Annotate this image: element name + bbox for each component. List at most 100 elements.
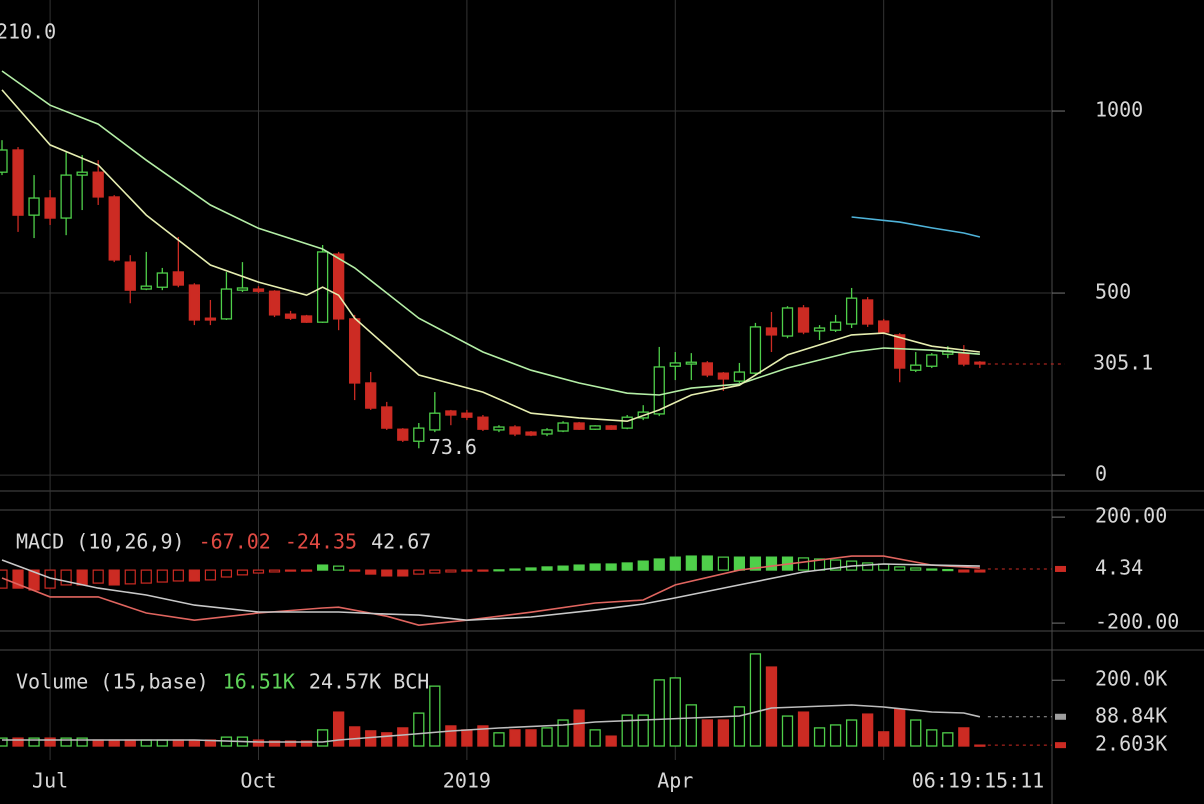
candle-body <box>605 425 617 430</box>
y-tick-label: 1000 <box>1095 98 1143 122</box>
last-value-label: 88.84K <box>1095 703 1167 727</box>
candle-body <box>509 426 521 435</box>
candle-body <box>525 431 537 436</box>
volume-bar <box>332 711 345 747</box>
volume-bar <box>878 731 890 747</box>
macd-histogram-bar <box>333 565 345 571</box>
volume-bar <box>845 719 858 747</box>
volume-bar <box>28 737 40 747</box>
macd-histogram-bar <box>541 566 553 571</box>
candle-body <box>653 366 665 415</box>
macd-histogram-bar <box>669 556 681 571</box>
candle-body <box>829 321 842 331</box>
candle-body <box>733 371 746 382</box>
macd-histogram-bar <box>653 558 665 571</box>
macd-histogram-bar <box>156 569 168 583</box>
volume-bar <box>349 726 361 747</box>
candle-body <box>381 406 393 429</box>
macd-histogram-bar <box>268 569 281 573</box>
candle-body <box>252 288 265 292</box>
volume-bar <box>765 666 778 747</box>
last-price-label: 305.1 <box>1093 351 1153 375</box>
candle-body <box>573 422 585 430</box>
volume-bar <box>701 719 713 747</box>
macd-histogram-bar <box>557 565 569 571</box>
macd-histogram-bar <box>974 569 986 573</box>
candle-body <box>845 297 858 325</box>
macd-histogram-bar <box>797 557 810 571</box>
macd-histogram-bar <box>685 555 697 571</box>
last-value-flag <box>1055 713 1066 720</box>
candle-body <box>204 317 217 321</box>
indicator-readout: 16.51K <box>223 670 295 694</box>
candle-body <box>461 412 473 418</box>
candle-body <box>813 327 826 332</box>
candle-body <box>685 361 697 365</box>
macd-histogram-bar <box>349 569 361 572</box>
macd-histogram-bar <box>300 569 313 572</box>
macd-histogram-bar <box>829 559 842 571</box>
macd-histogram-bar <box>589 563 601 571</box>
candle-body <box>349 318 361 384</box>
last-value-flag <box>1055 565 1066 572</box>
macd-histogram-bar <box>397 569 409 577</box>
volume-bar <box>44 737 56 747</box>
x-tick-label: 2019 <box>443 769 491 793</box>
candle-body <box>172 271 184 286</box>
candle-body <box>188 284 201 321</box>
volume-bar <box>300 740 313 747</box>
low-label: 73.6 <box>429 435 477 459</box>
candle-body <box>220 288 233 320</box>
macd-histogram-bar <box>445 569 457 573</box>
volume-bar <box>685 704 697 747</box>
volume-bar <box>140 739 152 747</box>
candle-body <box>589 425 601 430</box>
macd-histogram-bar <box>717 556 729 571</box>
volume-bar <box>861 713 874 747</box>
last-value-label: 2.603K <box>1095 732 1167 756</box>
candle-body <box>140 285 152 290</box>
candle-body <box>76 171 88 176</box>
macd-histogram-bar <box>894 566 906 571</box>
indicator-line <box>851 216 981 238</box>
volume-bar <box>76 737 88 747</box>
volume-bar <box>461 729 473 747</box>
last-value-flag <box>1055 742 1066 749</box>
macd-histogram-bar <box>429 569 441 574</box>
indicator-line <box>1 89 980 423</box>
macd-histogram-bar <box>284 569 297 572</box>
macd-histogram-bar <box>493 569 505 572</box>
volume-bar <box>477 725 489 747</box>
candle-body <box>749 326 762 374</box>
volume-bar <box>188 739 201 747</box>
volume-bar <box>781 715 794 747</box>
volume-bar <box>381 732 393 747</box>
volume-bar <box>637 714 649 747</box>
volume-bar <box>12 737 24 747</box>
candle-body <box>541 429 553 435</box>
candle-body <box>124 261 136 291</box>
macd-histogram-bar <box>733 556 746 571</box>
candle-body <box>445 410 457 416</box>
candle-body <box>236 287 249 291</box>
candle-body <box>717 372 730 380</box>
macd-histogram-bar <box>76 569 88 586</box>
volume-bar <box>316 729 329 747</box>
macd-histogram-bar <box>509 568 521 571</box>
volume-bar <box>445 725 457 747</box>
candle-body <box>108 196 120 261</box>
macd-histogram-bar <box>108 569 120 586</box>
candle-body <box>477 416 489 430</box>
volume-bar <box>974 744 986 747</box>
candle-body <box>669 362 681 367</box>
candle-body <box>701 362 713 376</box>
volume-bar <box>509 729 521 747</box>
candle-body <box>974 361 986 365</box>
macd-histogram-bar <box>317 564 329 571</box>
macd-histogram-bar <box>749 556 762 571</box>
candle-body <box>332 253 345 320</box>
volume-bar <box>573 709 585 747</box>
candle-body <box>28 197 40 216</box>
volume-bar <box>557 719 569 747</box>
y-tick-label: 200.0K <box>1095 667 1167 691</box>
